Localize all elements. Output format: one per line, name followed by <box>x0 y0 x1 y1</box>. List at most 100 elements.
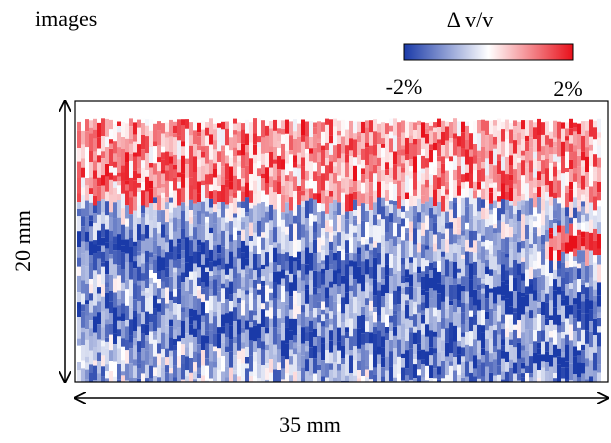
pixel-strip <box>413 130 417 139</box>
pixel-strip <box>321 360 325 376</box>
pixel-strip <box>197 330 201 344</box>
pixel-strip <box>325 158 329 165</box>
pixel-strip <box>93 206 97 214</box>
pixel-strip <box>365 275 369 283</box>
pixel-strip <box>157 157 161 162</box>
pixel-strip <box>485 240 489 249</box>
pixel-strip <box>197 315 201 330</box>
pixel-strip <box>317 176 321 194</box>
pixel-strip <box>329 282 333 288</box>
pixel-strip <box>209 185 213 192</box>
pixel-strip <box>93 306 97 317</box>
pixel-strip <box>309 321 313 332</box>
pixel-strip <box>373 241 377 248</box>
pixel-strip <box>581 136 585 152</box>
pixel-strip <box>493 330 497 346</box>
pixel-strip <box>593 121 597 128</box>
pixel-strip <box>101 158 105 175</box>
pixel-strip <box>541 160 545 174</box>
pixel-strip <box>261 238 265 250</box>
pixel-strip <box>213 241 217 246</box>
pixel-strip <box>465 320 469 332</box>
pixel-strip <box>457 229 461 235</box>
pixel-strip <box>349 266 353 275</box>
pixel-strip <box>129 348 133 363</box>
pixel-strip <box>393 310 397 315</box>
pixel-strip <box>313 294 317 308</box>
height-label: 20 mm <box>10 210 35 272</box>
pixel-strip <box>573 169 577 174</box>
pixel-strip <box>437 217 441 233</box>
pixel-strip <box>237 161 241 167</box>
pixel-strip <box>109 129 113 139</box>
pixel-strip <box>177 304 181 320</box>
pixel-strip <box>145 251 149 263</box>
pixel-strip <box>313 148 317 163</box>
pixel-strip <box>309 148 313 154</box>
pixel-strip <box>177 336 181 342</box>
pixel-strip <box>349 312 353 318</box>
pixel-strip <box>521 156 525 161</box>
pixel-strip <box>529 285 533 294</box>
pixel-strip <box>77 292 81 302</box>
pixel-strip <box>433 132 437 143</box>
pixel-strip <box>181 141 185 146</box>
pixel-strip <box>221 202 225 218</box>
pixel-strip <box>229 158 233 167</box>
pixel-strip <box>429 247 433 263</box>
pixel-strip <box>249 122 253 134</box>
pixel-strip <box>509 315 513 319</box>
pixel-strip <box>157 365 161 377</box>
pixel-strip <box>101 238 105 246</box>
pixel-strip <box>405 305 409 319</box>
pixel-strip <box>453 357 457 370</box>
pixel-strip <box>593 241 597 255</box>
pixel-strip <box>273 262 277 271</box>
pixel-strip <box>569 190 573 202</box>
pixel-strip <box>481 236 485 242</box>
pixel-strip <box>513 234 517 243</box>
pixel-strip <box>501 301 505 315</box>
pixel-strip <box>269 245 273 262</box>
pixel-strip <box>353 216 357 220</box>
pixel-strip <box>245 197 249 212</box>
pixel-strip <box>397 237 401 244</box>
pixel-strip <box>81 328 85 332</box>
pixel-strip <box>109 180 113 195</box>
pixel-strip <box>193 227 197 240</box>
pixel-strip <box>441 145 445 156</box>
pixel-strip <box>449 353 453 361</box>
pixel-strip <box>549 220 553 228</box>
pixel-strip <box>173 330 177 340</box>
pixel-strip <box>481 219 485 235</box>
pixel-strip <box>149 188 153 203</box>
pixel-strip <box>233 214 237 218</box>
pixel-strip <box>369 237 373 243</box>
pixel-strip <box>469 157 473 174</box>
pixel-strip <box>449 170 453 185</box>
pixel-strip <box>221 129 225 145</box>
pixel-strip <box>77 309 81 318</box>
pixel-strip <box>257 136 261 142</box>
pixel-strip <box>581 350 585 363</box>
pixel-strip <box>545 159 549 168</box>
pixel-strip <box>265 126 269 136</box>
pixel-strip <box>577 264 581 269</box>
pixel-strip <box>201 226 205 243</box>
pixel-strip <box>409 196 413 207</box>
pixel-strip <box>545 145 549 159</box>
pixel-strip <box>241 230 245 241</box>
pixel-strip <box>221 270 225 284</box>
pixel-strip <box>457 147 461 157</box>
pixel-strip <box>361 261 365 275</box>
pixel-strip <box>417 273 421 282</box>
pixel-strip <box>205 164 209 175</box>
pixel-strip <box>253 145 257 155</box>
pixel-strip <box>405 368 409 375</box>
pixel-strip <box>421 271 425 277</box>
pixel-strip <box>389 204 393 213</box>
pixel-strip <box>213 245 217 260</box>
pixel-strip <box>161 188 165 193</box>
pixel-strip <box>505 337 509 352</box>
pixel-strip <box>561 332 565 338</box>
